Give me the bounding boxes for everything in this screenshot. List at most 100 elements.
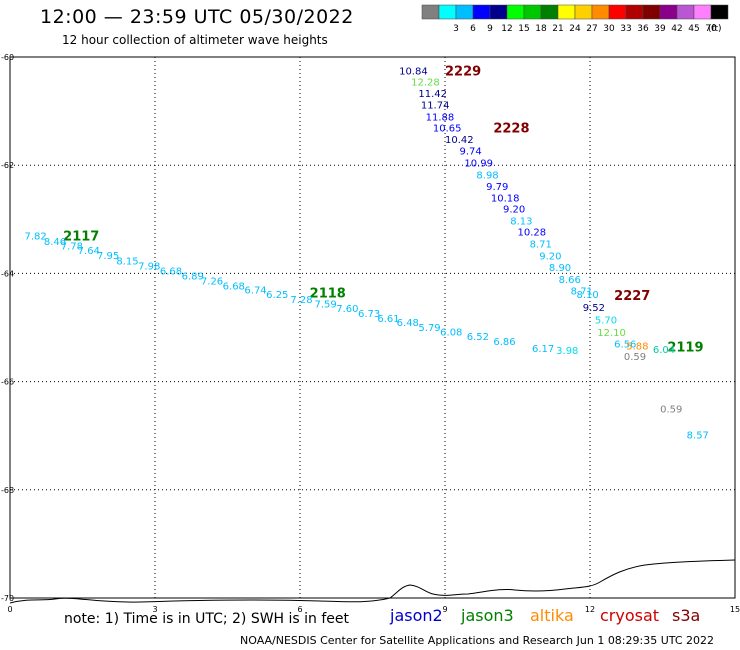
wave-height-value: 9.20: [503, 204, 525, 215]
wave-height-value: 12.10: [597, 328, 626, 339]
x-tick-label: 15: [730, 605, 740, 614]
wave-height-value: 10.18: [491, 194, 520, 205]
wave-height-value: 6.52: [467, 332, 489, 343]
footer-credit: NOAA/NESDIS Center for Satellite Applica…: [240, 634, 715, 647]
color-swatch: [676, 4, 695, 20]
wave-height-value: 7.82: [25, 232, 47, 243]
y-tick-label: -60: [1, 53, 14, 62]
wave-height-value: 6.68: [223, 281, 245, 292]
color-scale-tick: 6: [470, 24, 476, 34]
wave-height-value: 5.70: [595, 315, 617, 326]
wave-height-value: 6.17: [532, 344, 554, 355]
color-scale-tick: 70: [705, 24, 717, 34]
legend-altika: altika: [530, 606, 574, 625]
color-scale-tick: 3: [453, 24, 459, 34]
color-scale-tick: 18: [535, 24, 547, 34]
wave-height-value: 11.88: [426, 113, 455, 124]
legend-jason3: jason3: [461, 606, 514, 625]
wave-height-value: 6.89: [182, 272, 204, 283]
color-scale-tick: 36: [637, 24, 649, 34]
color-scale-tick: 21: [552, 24, 563, 34]
color-swatch: [540, 4, 559, 20]
wave-height-value: 6.04: [653, 345, 675, 356]
wave-height-value: 10.84: [399, 67, 428, 78]
color-scale-unit: (ft): [708, 24, 722, 34]
wave-height-value: 9.79: [486, 182, 508, 193]
wave-height-value: 8.15: [116, 256, 138, 267]
wave-height-value: 7.98: [138, 261, 160, 272]
wave-height-value: 6.86: [493, 337, 515, 348]
color-scale-tick: 12: [501, 24, 512, 34]
color-scale-tick: 45: [688, 24, 699, 34]
orbit-pass-id: 2227: [614, 289, 650, 304]
wave-height-value: 5.79: [418, 323, 440, 334]
wave-height-value: 10.28: [518, 228, 547, 239]
color-scale-tick: 24: [569, 24, 581, 34]
orbit-pass-id: 2119: [667, 340, 703, 355]
wave-height-value: 7.60: [336, 304, 358, 315]
color-swatch: [438, 4, 457, 20]
wave-height-value: 0.59: [660, 405, 682, 416]
color-swatch: [489, 4, 508, 20]
map-grid: -60 -62 -64 -66 -68 -70 0 3 6 9 12 15: [1, 53, 740, 614]
color-swatch: [710, 4, 729, 20]
wave-height-value: 6.25: [266, 290, 288, 301]
y-tick-label: -64: [1, 269, 14, 278]
wave-height-value: 11.42: [418, 89, 447, 100]
map-subtitle: 12 hour collection of altimeter wave hei…: [62, 33, 328, 47]
color-scale-tick: 27: [586, 24, 597, 34]
color-swatch: [591, 4, 610, 20]
y-tick-label: -68: [1, 486, 14, 495]
wave-height-value: 8.98: [476, 170, 498, 181]
color-swatch: [659, 4, 678, 20]
x-tick-label: 12: [585, 605, 595, 614]
wave-height-value: 6.74: [244, 286, 266, 297]
wave-height-value: 8.57: [687, 431, 709, 442]
y-tick-label: -66: [1, 378, 14, 387]
legend-jason2: jason2: [390, 606, 443, 625]
wave-height-value: 3.98: [556, 346, 578, 357]
orbit-pass-id: 2118: [310, 286, 346, 301]
wave-height-value: 8.10: [576, 290, 598, 301]
x-tick-label: 0: [7, 605, 12, 614]
color-swatch: [625, 4, 644, 20]
color-swatch: [693, 4, 712, 20]
wave-height-value: 10.99: [464, 158, 493, 169]
wave-height-value: 7.28: [290, 295, 312, 306]
wave-height-value: 6.68: [160, 267, 182, 278]
wave-height-value: 6.56: [614, 340, 636, 351]
wave-height-value: 11.74: [421, 101, 450, 112]
wave-height-value: 8.71: [530, 240, 552, 251]
y-tick-label: -62: [1, 161, 14, 170]
wave-height-value: 10.42: [445, 135, 474, 146]
wave-height-value: 7.78: [61, 241, 83, 252]
wave-height-value: 6.61: [377, 314, 399, 325]
color-scale-tick: 39: [654, 24, 666, 34]
wave-height-value: 8.90: [549, 263, 571, 274]
color-swatch: [455, 4, 474, 20]
orbit-pass-id: 2117: [63, 230, 99, 245]
wave-height-value: 6.48: [397, 318, 419, 329]
color-scale-tick: 15: [518, 24, 529, 34]
legend-s3a: s3a: [672, 606, 701, 625]
map-frame: [9, 56, 736, 599]
wave-height-value: 8.13: [510, 216, 532, 227]
color-swatch: [574, 4, 593, 20]
note-text: note: 1) Time is in UTC; 2) SWH is in fe…: [64, 611, 350, 627]
coastline: [9, 559, 736, 604]
wave-height-value: 6.73: [358, 309, 380, 320]
color-scale-tick: 33: [620, 24, 631, 34]
orbit-pass-id: 2229: [445, 65, 481, 80]
x-tick-label: 6: [297, 605, 302, 614]
wave-height-value: 12.28: [411, 77, 440, 88]
color-scale-tick: 42: [671, 24, 682, 34]
wave-height-value: 7.59: [315, 300, 337, 311]
color-swatch: [421, 4, 440, 20]
wave-height-value: 7.26: [201, 276, 223, 287]
wave-height-value: 9.74: [460, 147, 482, 158]
wave-height-value: 8.46: [44, 237, 66, 248]
wave-height-value: 9.52: [583, 303, 605, 314]
color-swatch: [506, 4, 525, 20]
color-scale-tick: 30: [603, 24, 615, 34]
